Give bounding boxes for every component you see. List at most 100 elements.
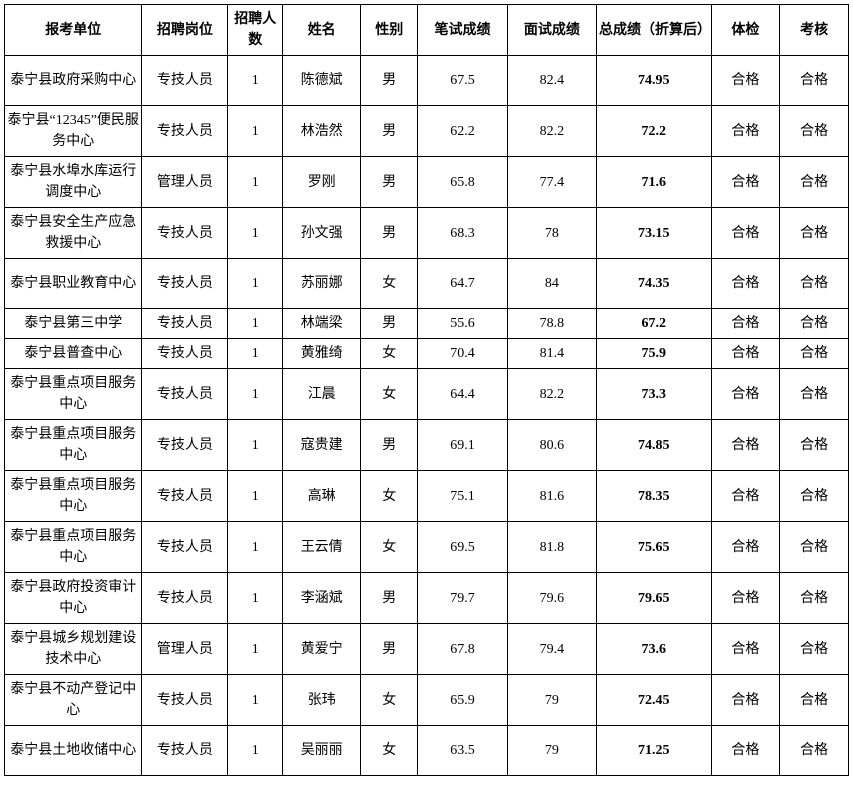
cell-interview: 82.2 (507, 369, 596, 420)
cell-unit: 泰宁县政府投资审计中心 (5, 573, 142, 624)
cell-unit: 泰宁县重点项目服务中心 (5, 369, 142, 420)
cell-written: 65.8 (418, 157, 507, 208)
cell-total: 67.2 (597, 309, 712, 339)
col-header-count: 招聘人数 (228, 5, 283, 56)
cell-count: 1 (228, 522, 283, 573)
cell-physical: 合格 (711, 369, 780, 420)
col-header-unit: 报考单位 (5, 5, 142, 56)
cell-gender: 男 (361, 309, 418, 339)
cell-position: 管理人员 (142, 157, 228, 208)
cell-gender: 女 (361, 522, 418, 573)
cell-total: 73.3 (597, 369, 712, 420)
table-row: 泰宁县重点项目服务中心专技人员1高琳女75.181.678.35合格合格 (5, 471, 849, 522)
col-header-interview: 面试成绩 (507, 5, 596, 56)
cell-interview: 79 (507, 726, 596, 776)
cell-written: 75.1 (418, 471, 507, 522)
cell-unit: 泰宁县第三中学 (5, 309, 142, 339)
col-header-assess: 考核 (780, 5, 849, 56)
cell-gender: 男 (361, 420, 418, 471)
cell-count: 1 (228, 471, 283, 522)
cell-physical: 合格 (711, 106, 780, 157)
cell-position: 专技人员 (142, 369, 228, 420)
cell-total: 78.35 (597, 471, 712, 522)
table-row: 泰宁县城乡规划建设技术中心管理人员1黄爱宁男67.879.473.6合格合格 (5, 624, 849, 675)
cell-written: 79.7 (418, 573, 507, 624)
cell-unit: 泰宁县不动产登记中心 (5, 675, 142, 726)
cell-written: 67.8 (418, 624, 507, 675)
cell-written: 55.6 (418, 309, 507, 339)
cell-total: 71.6 (597, 157, 712, 208)
cell-assess: 合格 (780, 208, 849, 259)
cell-gender: 女 (361, 339, 418, 369)
cell-count: 1 (228, 157, 283, 208)
cell-physical: 合格 (711, 420, 780, 471)
cell-assess: 合格 (780, 309, 849, 339)
cell-physical: 合格 (711, 573, 780, 624)
cell-count: 1 (228, 259, 283, 309)
cell-position: 专技人员 (142, 309, 228, 339)
cell-name: 罗刚 (283, 157, 361, 208)
table-row: 泰宁县普查中心专技人员1黄雅绮女70.481.475.9合格合格 (5, 339, 849, 369)
table-row: 泰宁县政府投资审计中心专技人员1李涵斌男79.779.679.65合格合格 (5, 573, 849, 624)
cell-position: 专技人员 (142, 573, 228, 624)
cell-position: 专技人员 (142, 726, 228, 776)
cell-interview: 79 (507, 675, 596, 726)
cell-position: 专技人员 (142, 675, 228, 726)
cell-total: 73.15 (597, 208, 712, 259)
cell-position: 专技人员 (142, 339, 228, 369)
cell-gender: 男 (361, 624, 418, 675)
cell-position: 专技人员 (142, 420, 228, 471)
cell-total: 74.95 (597, 56, 712, 106)
cell-position: 专技人员 (142, 56, 228, 106)
cell-position: 专技人员 (142, 259, 228, 309)
cell-name: 高琳 (283, 471, 361, 522)
cell-name: 江晨 (283, 369, 361, 420)
col-header-name: 姓名 (283, 5, 361, 56)
cell-total: 75.9 (597, 339, 712, 369)
table-row: 泰宁县重点项目服务中心专技人员1江晨女64.482.273.3合格合格 (5, 369, 849, 420)
cell-interview: 78 (507, 208, 596, 259)
cell-name: 张玮 (283, 675, 361, 726)
cell-count: 1 (228, 573, 283, 624)
cell-name: 李涵斌 (283, 573, 361, 624)
cell-total: 72.2 (597, 106, 712, 157)
cell-gender: 女 (361, 259, 418, 309)
cell-total: 74.85 (597, 420, 712, 471)
cell-physical: 合格 (711, 259, 780, 309)
cell-total: 74.35 (597, 259, 712, 309)
table-row: 泰宁县安全生产应急救援中心专技人员1孙文强男68.37873.15合格合格 (5, 208, 849, 259)
cell-assess: 合格 (780, 573, 849, 624)
cell-interview: 78.8 (507, 309, 596, 339)
col-header-position: 招聘岗位 (142, 5, 228, 56)
cell-gender: 女 (361, 726, 418, 776)
cell-name: 吴丽丽 (283, 726, 361, 776)
cell-name: 孙文强 (283, 208, 361, 259)
cell-written: 69.1 (418, 420, 507, 471)
cell-physical: 合格 (711, 208, 780, 259)
cell-physical: 合格 (711, 522, 780, 573)
cell-interview: 79.6 (507, 573, 596, 624)
cell-unit: 泰宁县“12345”便民服务中心 (5, 106, 142, 157)
cell-physical: 合格 (711, 309, 780, 339)
cell-unit: 泰宁县普查中心 (5, 339, 142, 369)
table-row: 泰宁县政府采购中心专技人员1陈德斌男67.582.474.95合格合格 (5, 56, 849, 106)
cell-name: 王云倩 (283, 522, 361, 573)
cell-interview: 81.8 (507, 522, 596, 573)
cell-position: 专技人员 (142, 522, 228, 573)
cell-count: 1 (228, 106, 283, 157)
cell-position: 专技人员 (142, 208, 228, 259)
col-header-gender: 性别 (361, 5, 418, 56)
results-table: 报考单位 招聘岗位 招聘人数 姓名 性别 笔试成绩 面试成绩 总成绩（折算后） … (4, 4, 849, 776)
cell-count: 1 (228, 726, 283, 776)
cell-total: 71.25 (597, 726, 712, 776)
cell-written: 62.2 (418, 106, 507, 157)
cell-physical: 合格 (711, 471, 780, 522)
cell-written: 68.3 (418, 208, 507, 259)
table-body: 泰宁县政府采购中心专技人员1陈德斌男67.582.474.95合格合格泰宁县“1… (5, 56, 849, 776)
cell-name: 林浩然 (283, 106, 361, 157)
cell-assess: 合格 (780, 675, 849, 726)
cell-written: 65.9 (418, 675, 507, 726)
cell-gender: 女 (361, 675, 418, 726)
cell-assess: 合格 (780, 157, 849, 208)
cell-written: 63.5 (418, 726, 507, 776)
